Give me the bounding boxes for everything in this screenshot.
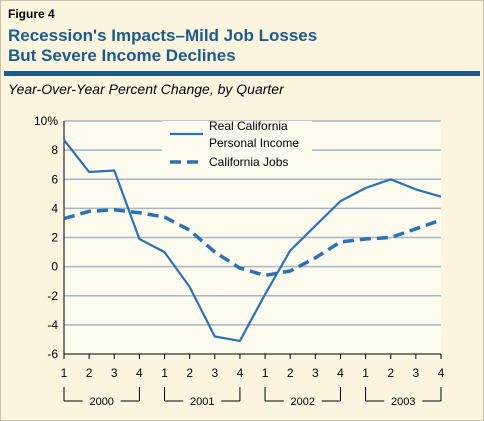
x-tick-label: 1: [262, 366, 269, 380]
x-tick-label: 1: [362, 366, 369, 380]
x-tick-label: 3: [312, 366, 319, 380]
x-tick-label: 3: [211, 366, 218, 380]
x-tick-label: 2: [186, 366, 193, 380]
year-label: 2000: [89, 396, 113, 408]
figure-label: Figure 4: [8, 7, 55, 21]
x-tick-label: 1: [161, 366, 168, 380]
title-line-2: But Severe Income Declines: [8, 46, 236, 65]
x-tick-label: 4: [136, 366, 143, 380]
x-tick-label: 3: [111, 366, 118, 380]
legend-box: [162, 121, 312, 173]
x-tick-label: 4: [237, 366, 244, 380]
x-tick-label: 2: [387, 366, 394, 380]
chart-subtitle: Year-Over-Year Percent Change, by Quarte…: [8, 81, 284, 97]
legend-label: Personal Income: [209, 136, 299, 150]
year-label: 2002: [291, 396, 315, 408]
title-rule: [4, 71, 480, 76]
y-tick-label: 10%: [34, 114, 58, 128]
series-line-jobs: [63, 208, 442, 278]
y-tick-label: 6: [51, 172, 58, 186]
chart-title: Recession's Impacts–Mild Job Losses But …: [8, 26, 317, 66]
y-tick-label: 8: [51, 143, 58, 157]
y-tick-label: -2: [47, 289, 58, 303]
y-tick-label: 4: [51, 201, 58, 215]
series-line-personal-income: [63, 139, 442, 342]
x-tick-label: 4: [337, 366, 344, 380]
x-tick-label: 2: [287, 366, 294, 380]
y-tick-label: -6: [47, 347, 58, 361]
legend-label: California Jobs: [209, 155, 288, 169]
year-label: 2001: [190, 396, 214, 408]
title-line-1: Recession's Impacts–Mild Job Losses: [8, 26, 318, 45]
x-tick-label: 2: [86, 366, 93, 380]
year-label: 2003: [391, 396, 415, 408]
x-tick-label: 1: [61, 366, 68, 380]
y-tick-label: -4: [47, 318, 58, 332]
legend-label: Real California: [209, 119, 288, 133]
y-tick-label: 0: [51, 260, 58, 274]
x-tick-label: 3: [413, 366, 420, 380]
x-tick-label: 4: [438, 366, 445, 380]
y-tick-label: 2: [51, 231, 58, 245]
